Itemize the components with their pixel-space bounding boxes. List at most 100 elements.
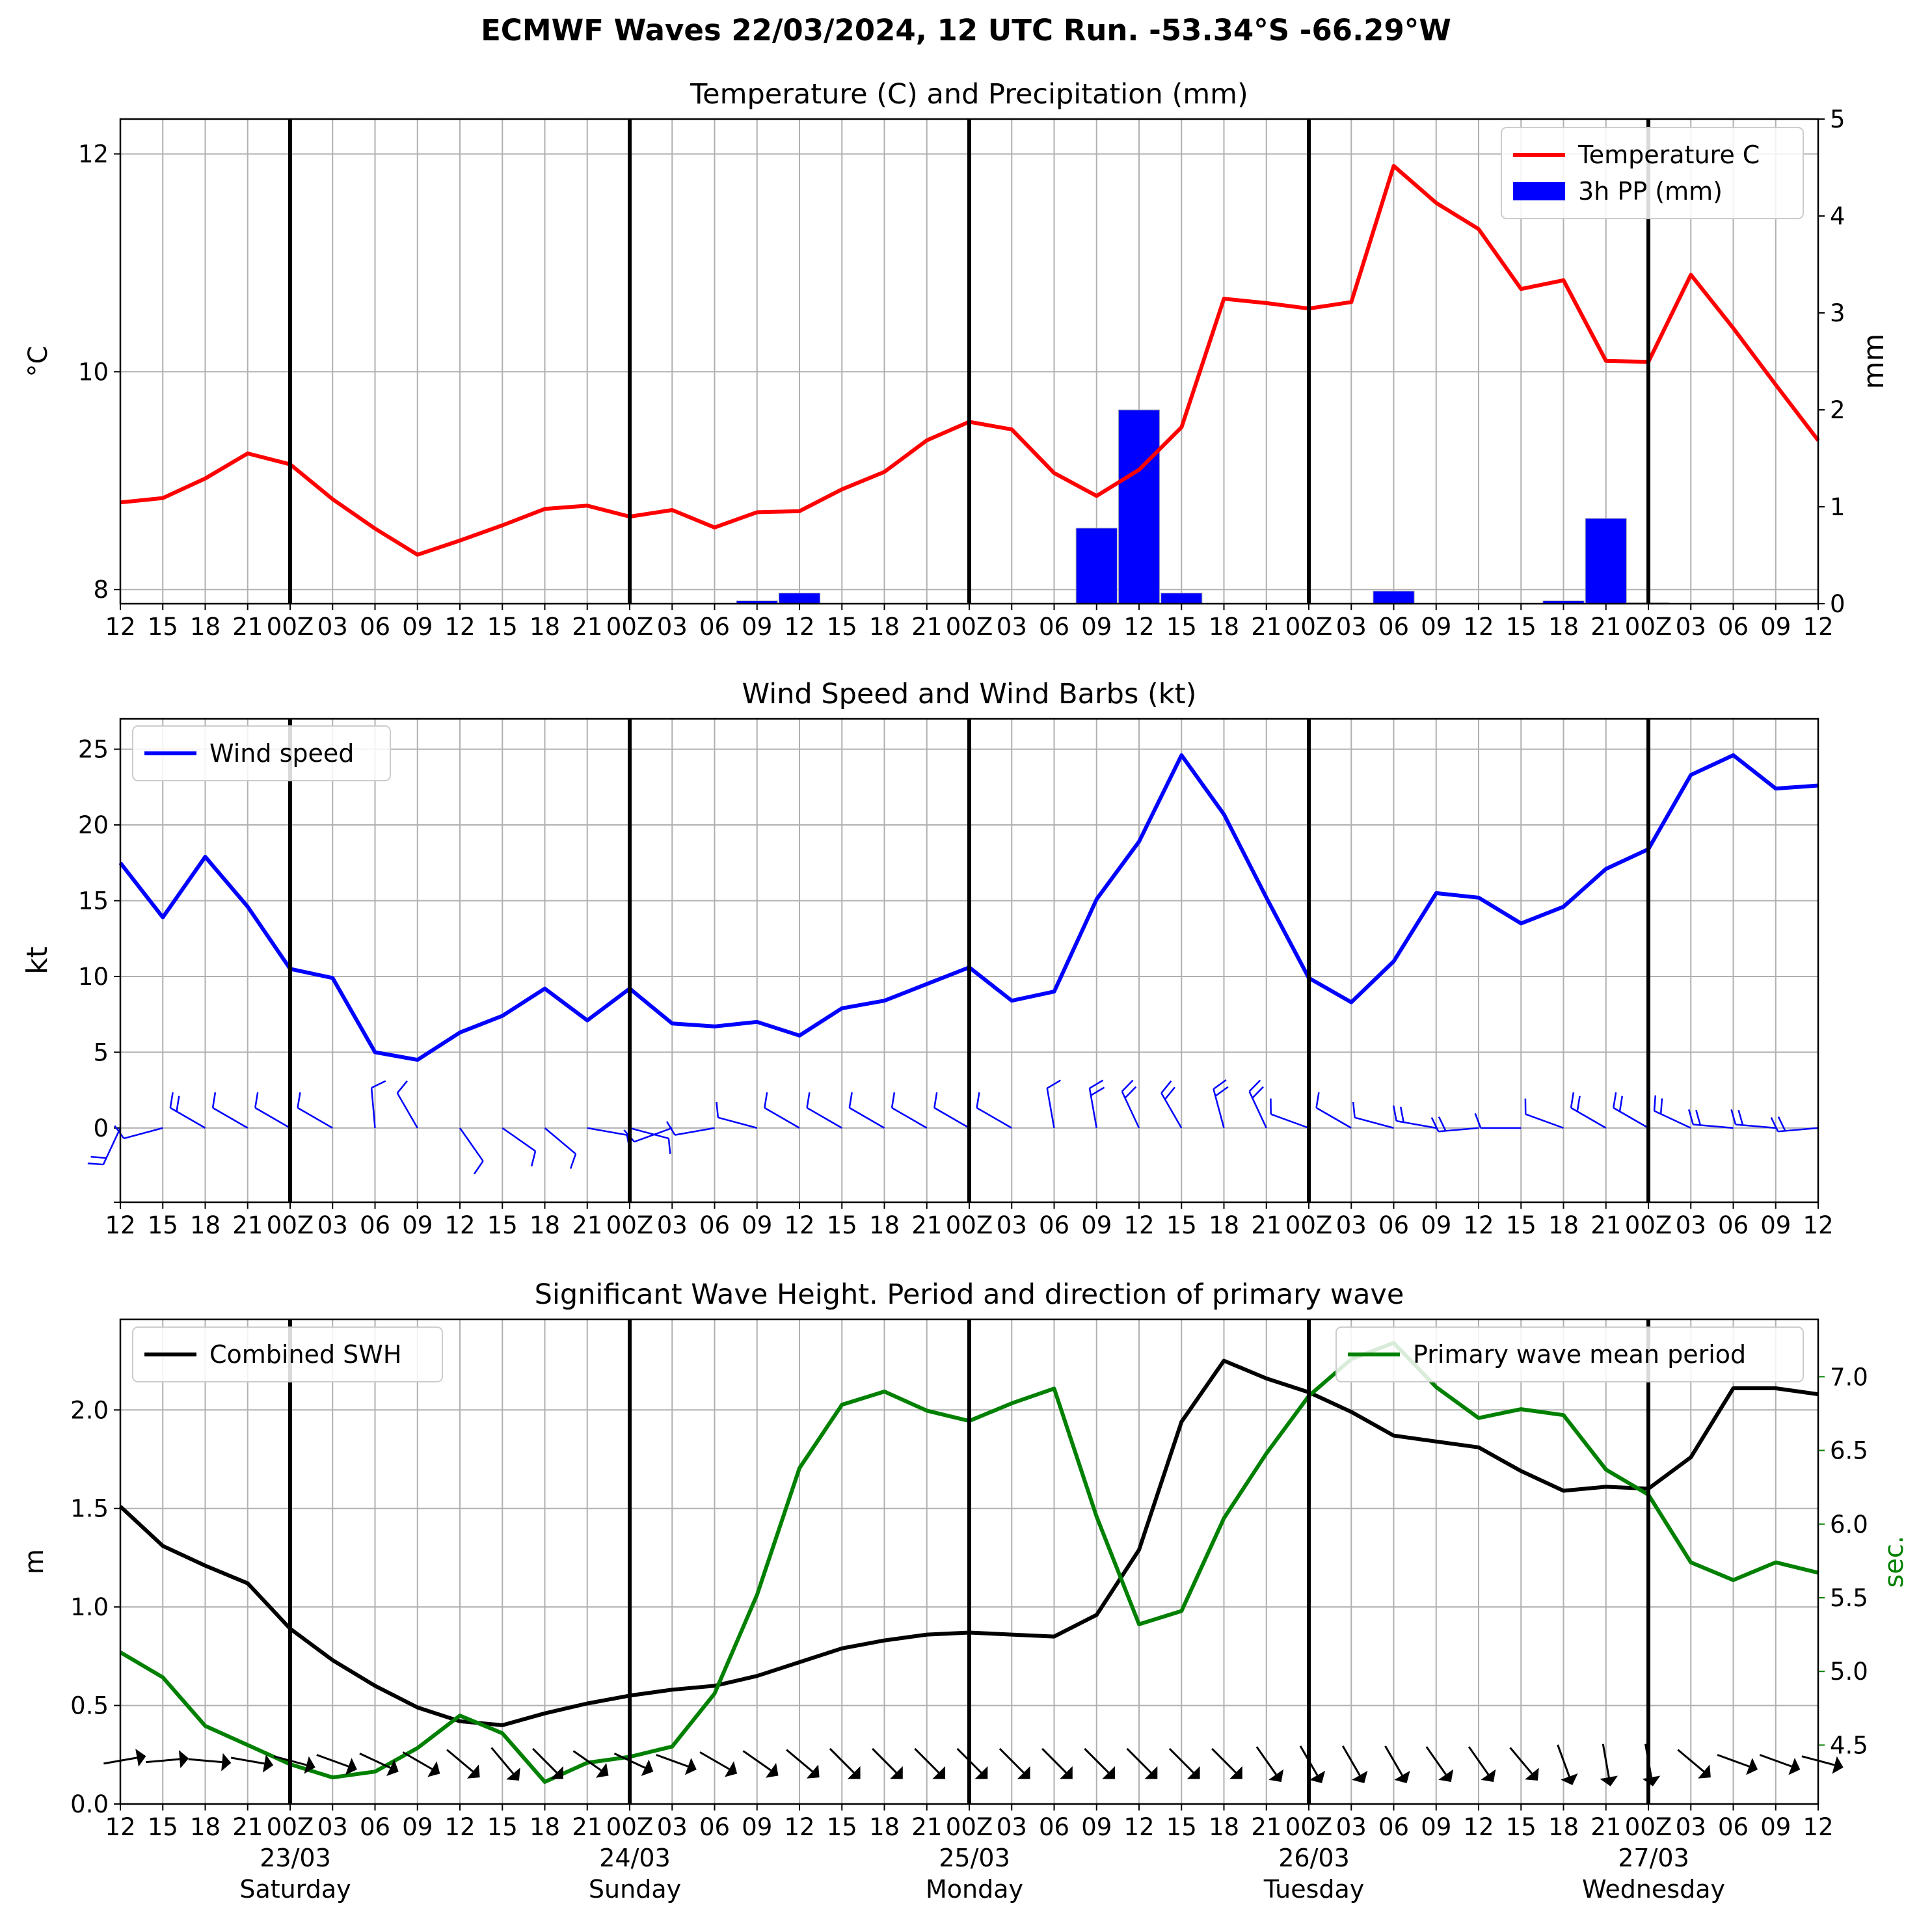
wave-direction-arrowhead [807,1764,820,1778]
legend: Temperature C3h PP (mm) [1501,128,1803,219]
x-tick-label: 06 [1039,613,1069,641]
y2-tick-label: 1 [1830,493,1845,521]
x-tick-label: 03 [1676,1211,1706,1239]
wind-barb [892,1108,927,1128]
y-axis-label: kt [21,947,54,975]
x-tick-label: 15 [148,1211,178,1239]
panel-title: Significant Wave Height. Period and dire… [535,1278,1404,1311]
x-tick-label: 03 [317,1813,348,1841]
x-tick-label: 15 [1166,1211,1197,1239]
wind-barb-feather [669,1138,670,1154]
x-tick-label: 18 [869,613,900,641]
x-tick-label: 21 [1590,1813,1621,1841]
wind-barb [298,1108,333,1128]
x-tick-label: 06 [1378,1813,1409,1841]
x-tick-label: 06 [360,613,390,641]
y2-tick-label: 7.0 [1830,1363,1868,1391]
x-tick-label: 00Z [606,1211,653,1239]
wind-barb-feather [1778,1117,1785,1131]
x-tick-label: 09 [1760,1211,1791,1239]
precip-bar [1118,410,1159,604]
wind-barb-feather [977,1092,980,1108]
x-tick-label: 03 [997,1211,1027,1239]
wind-barb-feather [88,1163,103,1164]
wind-barb-feather [1475,1113,1481,1127]
wave-direction-arrowhead [725,1761,737,1777]
x-tick-label: 12 [784,1813,814,1841]
wave-direction-arrowhead [1698,1764,1711,1778]
legend: Primary wave mean period [1336,1327,1803,1382]
x-tick-label: 12 [105,613,135,641]
x-tick-label: 03 [997,613,1027,641]
wind-barb-feather [1432,1118,1438,1132]
wind-barb [587,1128,627,1135]
x-tick-label: 21 [911,1211,942,1239]
wind-barb-feather [91,1157,107,1158]
x-tick-label: 12 [1803,613,1833,641]
x-tick-label: 21 [1251,1211,1281,1239]
x-tick-label: 03 [317,613,348,641]
x-tick-label: 03 [317,1211,348,1239]
y-tick-label: 0 [93,1114,109,1142]
wind-barb-feather [1577,1096,1580,1112]
x-tick-label: 18 [190,613,221,641]
x-tick-label: 06 [1039,1211,1069,1239]
legend: Combined SWH [133,1327,442,1382]
precip-bar [1373,591,1414,604]
y-tick-label: 15 [78,887,109,915]
wind-barb-feather [892,1092,894,1108]
x-tick-label: 09 [1421,1211,1451,1239]
x-tick-label: 12 [1123,1211,1154,1239]
wind-barb [255,1108,290,1128]
wave-direction-arrowhead [596,1763,608,1778]
x-tick-label: 03 [1336,613,1367,641]
x-tick-label: 15 [148,613,178,641]
x-tick-label: 00Z [267,1211,314,1239]
x-tick-label: 03 [657,613,688,641]
x-tick-label: 09 [402,1211,433,1239]
wind-barb-feather [1401,1107,1403,1122]
x-tick-label: 06 [1718,613,1749,641]
y-tick-label: 1.0 [70,1593,109,1621]
x-tick-label: 12 [105,1211,135,1239]
x-tick-label: 18 [530,1813,560,1841]
wind-barb-feather [474,1161,483,1174]
wave-direction-arrowhead [766,1763,778,1778]
wind-barb-feather [1739,1110,1743,1125]
day-name-label: Sunday [589,1875,681,1904]
wind-barb-feather [176,1096,179,1112]
wave-direction-arrowhead [1394,1771,1410,1783]
wind-barb [1525,1114,1563,1128]
x-tick-label: 15 [487,1813,518,1841]
x-tick-label: 03 [657,1813,688,1841]
x-tick-label: 18 [1209,1211,1239,1239]
x-tick-label: 18 [1209,613,1239,641]
x-tick-label: 06 [699,1813,730,1841]
y-axis-label: °C [23,346,53,377]
x-tick-label: 12 [1803,1211,1833,1239]
y-tick-label: 0.0 [70,1790,109,1818]
x-tick-label: 21 [232,1211,263,1239]
x-tick-label: 21 [1251,1813,1281,1841]
wind-barb-feather [298,1092,301,1108]
wave-direction-arrowhead [1309,1771,1325,1783]
y2-axis-label: mm [1857,334,1890,390]
x-tick-label: 12 [444,1813,475,1841]
x-tick-label: 09 [1760,1813,1791,1841]
wind-barb-feather [1165,1087,1175,1099]
panel-3: Significant Wave Height. Period and dire… [20,1278,1909,1841]
x-tick-label: 00Z [1625,1813,1672,1841]
panel-2: Wind Speed and Wind Barbs (kt)0510152025… [21,678,1834,1239]
x-tick-label: 00Z [946,1211,993,1239]
x-tick-label: 12 [444,613,475,641]
wind-barb [1161,1093,1181,1128]
day-date-label: 24/03 [599,1844,671,1872]
x-tick-label: 12 [1463,1813,1494,1841]
x-tick-label: 09 [742,1813,772,1841]
wind-barb [213,1108,248,1128]
x-tick-label: 00Z [1285,1813,1332,1841]
y-tick-label: 5 [93,1038,109,1066]
wind-barb-feather [371,1081,386,1088]
